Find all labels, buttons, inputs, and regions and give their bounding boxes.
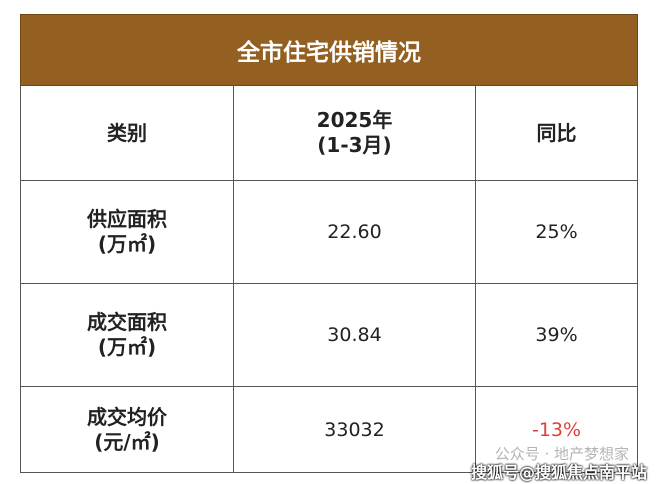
supply-sales-table: 全市住宅供销情况 类别 2025年 (1-3月) 同比 供应面积 (万㎡) 22.6…: [19, 14, 639, 473]
header-cell: 类别: [20, 85, 234, 181]
data-row: 成交均价 (元/㎡) 33032 -13%: [20, 386, 639, 473]
category-cell: 成交均价 (元/㎡): [20, 386, 234, 473]
watermark: 搜狐号@搜狐焦点南平站: [470, 463, 647, 482]
value-cell: 30.84: [233, 283, 476, 387]
header-text: 类别: [107, 120, 147, 145]
header-text: (1-3月): [317, 133, 392, 157]
unit-text: (元/㎡): [94, 429, 160, 454]
category-cell: 供应面积 (万㎡): [20, 180, 234, 284]
value-cell: 33032: [233, 386, 476, 473]
yoy-cell: -13%: [474, 386, 639, 473]
header-text: 同比: [536, 120, 577, 145]
unit-text: (万㎡): [97, 335, 157, 359]
data-row: 成交面积 (万㎡) 30.84 39%: [20, 283, 639, 387]
header-cell: 2025年 (1-3月): [233, 85, 476, 181]
category-text: 成交面积: [87, 310, 167, 334]
watermark: 公众号 · 地产梦想家: [494, 445, 629, 463]
yoy-cell: 25%: [474, 180, 639, 284]
table-title: 全市住宅供销情况: [19, 14, 639, 86]
header-row: 类别 2025年 (1-3月) 同比: [20, 85, 639, 181]
data-row: 供应面积 (万㎡) 22.60 25%: [20, 180, 639, 284]
unit-text: (万㎡): [97, 232, 157, 256]
yoy-cell: 39%: [474, 283, 639, 387]
category-text: 供应面积: [87, 207, 167, 231]
value-cell: 22.60: [233, 180, 476, 284]
category-text: 成交均价: [87, 404, 167, 429]
header-cell: 同比: [474, 85, 639, 181]
title-row: 全市住宅供销情况: [19, 14, 639, 86]
header-text: 2025年: [316, 108, 393, 132]
category-cell: 成交面积 (万㎡): [20, 283, 234, 387]
